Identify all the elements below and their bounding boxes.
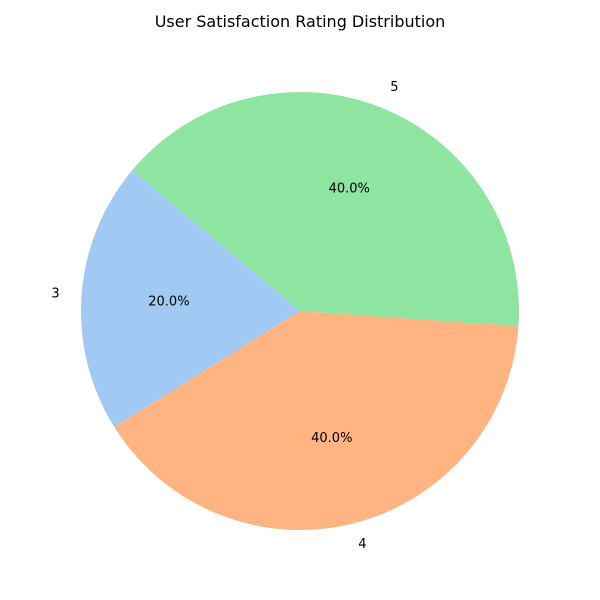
pie-slice-3 <box>81 170 300 428</box>
pie-slice-5 <box>132 91 520 327</box>
slice-percent-4: 40.0% <box>311 431 352 446</box>
slice-percent-3: 20.0% <box>148 294 189 309</box>
chart-title: User Satisfaction Rating Distribution <box>154 12 446 31</box>
slice-label-4: 4 <box>358 537 366 552</box>
pie-slice-4 <box>114 311 519 530</box>
slice-percent-5: 40.0% <box>329 182 370 197</box>
slice-label-3: 3 <box>51 287 59 302</box>
slice-label-5: 5 <box>390 80 398 95</box>
